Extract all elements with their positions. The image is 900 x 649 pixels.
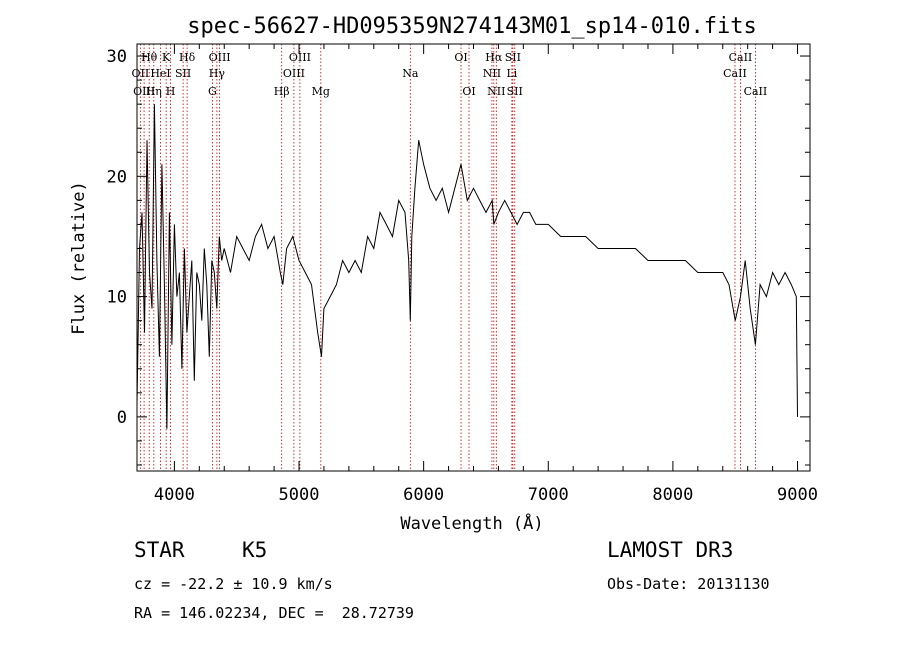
spectral-line-label: OIII (209, 51, 231, 64)
ra-dec: RA = 146.02234, DEC = 28.72739 (134, 604, 414, 622)
spectral-line-label: G (208, 85, 217, 98)
spectral-line-label: OI (462, 85, 475, 98)
spectral-line-label: K (162, 51, 171, 64)
spectral-line-label: CaII (729, 51, 753, 64)
y-tick-label: 0 (117, 408, 127, 428)
x-tick-label: 7000 (528, 485, 569, 505)
x-axis-label: Wavelength (Å) (400, 512, 543, 534)
x-tick-label: 6000 (403, 485, 444, 505)
object-class: STAR (134, 538, 185, 562)
spectral-line-label: Hβ (274, 85, 290, 98)
x-tick-label: 8000 (652, 485, 693, 505)
spectral-line-label: SII (175, 67, 191, 80)
spectral-line-labels: Hθ OII OIII K HeI Hη SII H Hδ OIII Hγ G Hβ OIII OIII Mg… (132, 51, 768, 98)
x-tick-label: 5000 (279, 485, 320, 505)
survey-name: LAMOST DR3 (607, 538, 734, 562)
x-tick-label: 9000 (777, 485, 818, 505)
spectral-line-label: OIII (133, 85, 155, 98)
spectral-line-label: Hθ (141, 51, 158, 64)
spectral-line-label: OIII (283, 67, 305, 80)
spectral-line-label: CaII (723, 67, 747, 80)
spectral-line-label: Hη (146, 85, 162, 98)
observation-date: Obs-Date: 20131130 (607, 575, 770, 593)
spectral-line-label: Li (506, 67, 517, 80)
y-tick-label: 20 (107, 167, 127, 187)
x-axis-ticks: 4000 5000 6000 7000 8000 9000 (154, 44, 818, 505)
redshift-cz: cz = -22.2 ± 10.9 km/s (134, 575, 333, 593)
y-axis-ticks: 0 10 20 30 (107, 47, 810, 466)
x-tick-label: 4000 (154, 485, 195, 505)
spectrum-line (136, 104, 798, 429)
y-tick-label: 30 (107, 47, 127, 67)
spectral-line-label: SII (507, 85, 523, 98)
chart-title: spec-56627-HD095359N274143M01_sp14-010.f… (187, 14, 757, 39)
spectral-line-label: Mg (312, 85, 330, 98)
spectral-line-markers (139, 44, 756, 471)
spectral-line-label: H (166, 85, 176, 98)
spectral-line-label: OII (132, 67, 150, 80)
plot-frame (136, 43, 811, 472)
spectral-line-label: Hδ (179, 51, 196, 64)
y-axis-label: Flux (relative) (69, 181, 89, 335)
spectral-line-label: Na (402, 67, 419, 80)
spectral-line-label: NII (483, 67, 501, 80)
y-tick-label: 10 (107, 288, 127, 308)
spectral-line-label: Hα (485, 51, 503, 64)
spectral-line-label: SII (505, 51, 521, 64)
spectral-line-label: Hγ (209, 67, 226, 80)
spectral-line-label: CaII (744, 85, 768, 98)
spectral-line-label: OIII (289, 51, 311, 64)
spectral-line-label: NII (487, 85, 505, 98)
spectral-line-label: HeI (150, 67, 170, 80)
spectral-line-label: OI (454, 51, 467, 64)
object-subclass: K5 (242, 538, 268, 562)
